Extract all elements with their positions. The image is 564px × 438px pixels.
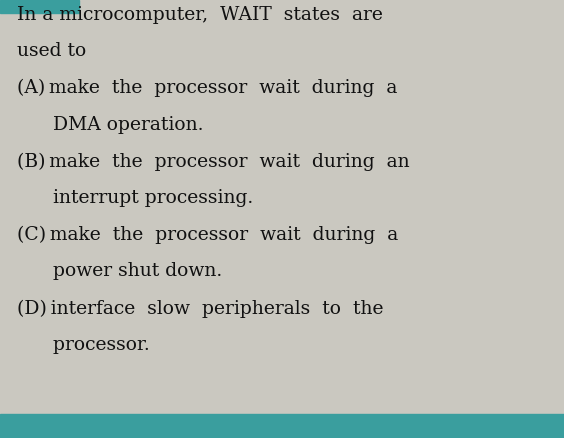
Bar	[0, 414, 564, 438]
Text: (D) interface  slow  peripherals  to  the: (D) interface slow peripherals to the	[17, 299, 384, 318]
Text: processor.: processor.	[17, 336, 149, 354]
Text: used to: used to	[17, 42, 86, 60]
Text: (A) make  the  processor  wait  during  a: (A) make the processor wait during a	[17, 79, 397, 97]
Text: power shut down.: power shut down.	[17, 262, 222, 280]
Text: (B) make  the  processor  wait  during  an: (B) make the processor wait during an	[17, 152, 409, 171]
Text: interrupt processing.: interrupt processing.	[17, 189, 253, 207]
Text: (C) make  the  processor  wait  during  a: (C) make the processor wait during a	[17, 226, 398, 244]
Text: In a microcomputer,  WAIT  states  are: In a microcomputer, WAIT states are	[17, 6, 383, 24]
Bar	[0, 0, 79, 13]
Text: DMA operation.: DMA operation.	[17, 116, 204, 134]
